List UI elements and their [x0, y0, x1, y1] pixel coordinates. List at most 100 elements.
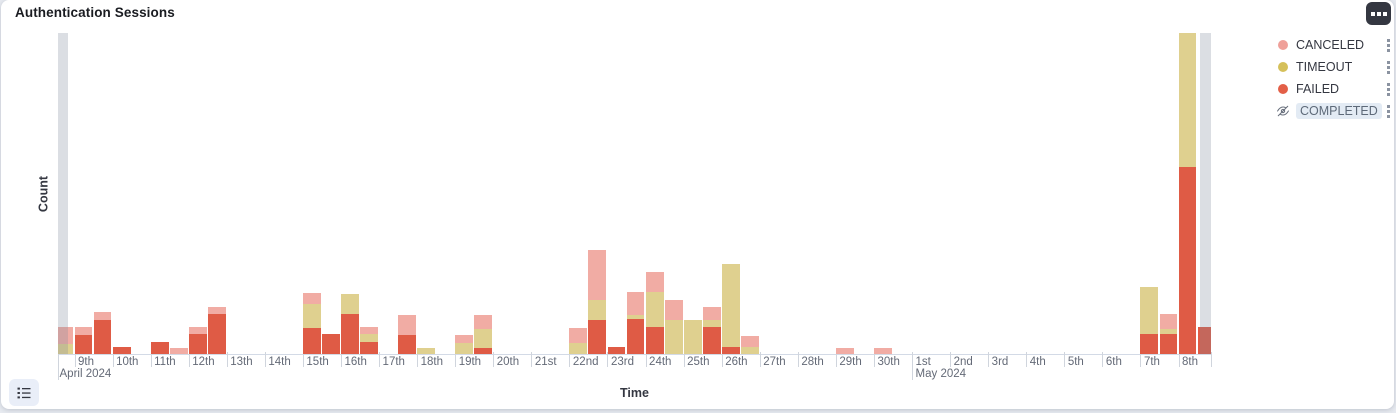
x-axis-month-label: April 2024: [59, 368, 112, 380]
segment-failed: [626, 319, 645, 354]
x-axis-tick: [683, 352, 685, 367]
panel-title: Authentication Sessions: [15, 5, 175, 20]
legend-item-actions-button[interactable]: [1384, 81, 1393, 98]
segment-failed: [207, 314, 226, 354]
bar-apr-25-am[interactable]: [683, 320, 702, 354]
bar-may-8-pm[interactable]: [1197, 327, 1211, 354]
boxes-horizontal-icon: [1370, 11, 1387, 16]
legend-item-actions-button[interactable]: [1384, 59, 1393, 76]
x-axis-tick: [226, 352, 228, 367]
segment-timeout: [664, 320, 683, 354]
bar-apr-26-am[interactable]: [721, 264, 740, 354]
x-axis-tick: [188, 352, 190, 367]
legend-item-timeout[interactable]: TIMEOUT: [1273, 56, 1393, 78]
x-axis-tick-label: 27th: [763, 356, 786, 368]
segment-timeout: [417, 348, 436, 354]
bar-apr-30-am[interactable]: [874, 348, 892, 354]
bar-apr-22-pm[interactable]: [588, 250, 607, 354]
bar-apr-16-am[interactable]: [341, 294, 359, 354]
segment-failed: [702, 327, 721, 354]
x-axis-tick-label: 1st: [915, 356, 931, 368]
bar-apr-12-pm[interactable]: [207, 307, 226, 354]
x-axis-tick: [112, 352, 114, 367]
bar-apr-11-pm[interactable]: [169, 348, 188, 354]
legend-item-canceled[interactable]: CANCELED: [1273, 34, 1393, 56]
bar-may-7-pm[interactable]: [1159, 314, 1178, 354]
segment-canceled: [835, 348, 854, 354]
x-axis-tick: [302, 352, 304, 367]
bar-apr-24-am[interactable]: [645, 272, 664, 354]
legend-item-label: TIMEOUT: [1296, 60, 1353, 74]
bar-may-7-am[interactable]: [1140, 287, 1159, 354]
x-axis-tick-label: 29th: [839, 356, 862, 368]
bar-apr-15-pm[interactable]: [321, 334, 340, 354]
boxes-vertical-icon: [1387, 104, 1390, 118]
x-axis-tick-label: 3rd: [991, 356, 1009, 368]
x-axis-tick-label: 25th: [687, 356, 710, 368]
segment-canceled: [874, 348, 892, 354]
segment-timeout: [740, 347, 759, 354]
bar-apr-23-am[interactable]: [607, 347, 626, 354]
x-axis-tick-label: 6th: [1105, 356, 1122, 368]
x-axis-tick-label: 14th: [268, 356, 291, 368]
legend-item-actions-button[interactable]: [1384, 37, 1393, 54]
x-axis-tick: [493, 352, 495, 367]
segment-timeout: [588, 300, 607, 320]
x-axis-tick-label: 26th: [725, 356, 748, 368]
bar-apr-29-am[interactable]: [835, 348, 854, 354]
bar-may-8-am[interactable]: [1178, 33, 1197, 354]
segment-failed: [607, 347, 626, 354]
legend-toggle-button[interactable]: [9, 379, 39, 406]
bar-apr-8-pm[interactable]: [58, 327, 74, 354]
segment-timeout: [1159, 329, 1178, 334]
bar-apr-26-pm[interactable]: [740, 336, 759, 354]
segment-timeout: [58, 344, 74, 354]
legend-item-label: COMPLETED: [1296, 103, 1382, 119]
x-axis-tick-label: 22nd: [572, 356, 599, 368]
legend-item-actions-button[interactable]: [1384, 103, 1393, 120]
legend-item-completed[interactable]: COMPLETED: [1273, 100, 1393, 122]
x-axis-tick: [950, 352, 952, 367]
segment-failed: [112, 347, 131, 354]
bar-apr-9-am[interactable]: [74, 327, 93, 354]
bar-apr-10-am[interactable]: [112, 347, 131, 354]
bar-apr-25-pm[interactable]: [702, 307, 721, 354]
x-axis-tick: [835, 352, 837, 367]
bar-apr-23-pm[interactable]: [626, 292, 645, 354]
x-axis-tick: [988, 352, 990, 367]
x-axis-tick-label: 17th: [382, 356, 405, 368]
bar-apr-18-am[interactable]: [417, 348, 436, 354]
segment-canceled: [93, 312, 112, 320]
bar-apr-16-pm[interactable]: [360, 327, 378, 354]
x-axis-tick: [1178, 352, 1180, 367]
x-axis-tick-label: 5th: [1067, 356, 1084, 368]
x-axis-tick: [531, 352, 533, 367]
x-axis-tick: [264, 352, 266, 367]
segment-failed: [721, 347, 740, 354]
segment-timeout: [360, 334, 378, 342]
bar-apr-19-am[interactable]: [455, 335, 474, 354]
segment-timeout: [474, 329, 493, 348]
bar-apr-22-am[interactable]: [569, 328, 588, 354]
bar-apr-11-am[interactable]: [150, 342, 169, 354]
bar-apr-24-pm[interactable]: [664, 300, 683, 354]
legend-item-failed[interactable]: FAILED: [1273, 78, 1393, 100]
segment-canceled: [360, 327, 378, 334]
segment-canceled: [398, 315, 417, 335]
bar-apr-19-pm[interactable]: [474, 315, 493, 354]
panel-options-button[interactable]: [1366, 2, 1391, 25]
segment-failed: [302, 328, 321, 354]
bar-apr-17-pm[interactable]: [398, 315, 417, 354]
bar-apr-12-am[interactable]: [188, 327, 207, 354]
bar-apr-9-pm[interactable]: [93, 312, 112, 354]
x-axis-tick-label: 28th: [801, 356, 824, 368]
segment-failed: [321, 334, 340, 354]
segment-canceled: [588, 250, 607, 300]
plot-area[interactable]: [58, 33, 1211, 354]
bar-apr-15-am[interactable]: [302, 293, 321, 354]
segment-failed: [93, 320, 112, 354]
segment-timeout: [645, 292, 664, 327]
segment-failed: [645, 327, 664, 354]
x-axis-tick-label: 9th: [78, 356, 94, 368]
segment-timeout: [302, 304, 321, 328]
